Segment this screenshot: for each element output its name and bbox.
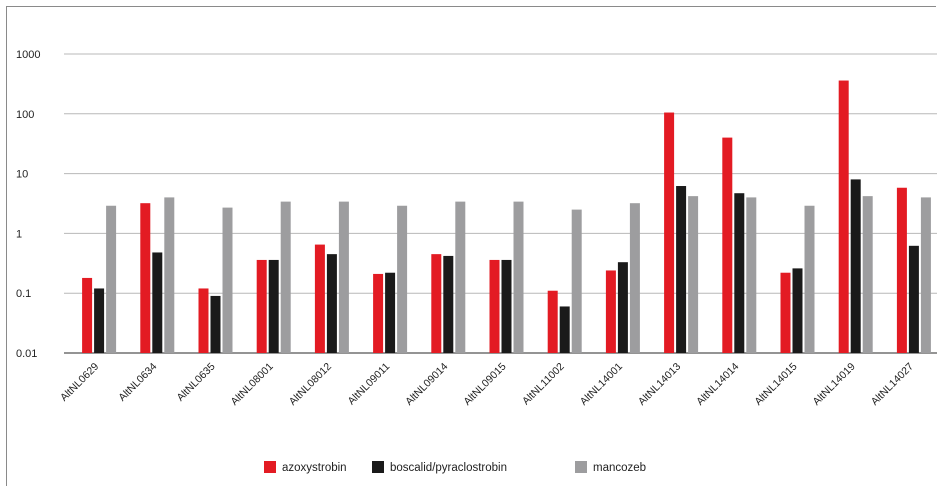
bar — [804, 205, 815, 353]
bar — [617, 262, 628, 353]
bar — [455, 201, 466, 353]
bar — [513, 201, 524, 353]
legend-label: boscalid/pyraclostrobin — [390, 462, 507, 474]
gridlines — [64, 53, 937, 354]
x-tick-label: AltNL08001 — [229, 361, 276, 408]
x-tick-label: AltNL09014 — [403, 361, 450, 408]
x-tick-label: AltNL14027 — [869, 361, 916, 408]
x-tick-label: AltNL0635 — [174, 361, 217, 404]
bar — [896, 187, 907, 353]
x-tick-label: AltNL14019 — [811, 361, 858, 408]
bar — [605, 270, 616, 353]
bar — [94, 288, 105, 353]
bar — [688, 196, 699, 353]
bar — [326, 254, 337, 353]
x-tick-label: AltNL09011 — [345, 361, 392, 408]
legend-swatch — [372, 461, 384, 473]
bar — [547, 290, 558, 353]
bar — [850, 179, 861, 353]
x-tick-label: AltNL09015 — [461, 361, 508, 408]
chart-frame — [6, 6, 936, 486]
y-tick-label: 0.1 — [16, 288, 31, 300]
y-axis-ticks: 0.01 0.1 1 10 100 1000 — [16, 49, 40, 360]
bar — [198, 288, 209, 353]
bar — [908, 245, 919, 353]
bar — [920, 197, 931, 353]
x-tick-label: AltNL11002 — [520, 361, 567, 408]
legend-label: mancozeb — [593, 462, 646, 474]
x-axis-ticks: AltNL0629 AltNL0634 AltNL0635 AltNL08001 Alt… — [58, 361, 916, 408]
bar — [676, 186, 687, 353]
x-tick-label: AltNL14014 — [694, 361, 741, 408]
bar — [501, 259, 512, 353]
bar — [792, 268, 803, 353]
bar — [734, 193, 745, 353]
bar — [629, 203, 640, 353]
bar — [489, 259, 500, 353]
bar — [664, 112, 675, 353]
bar — [373, 273, 384, 353]
bar — [443, 255, 454, 353]
legend-swatch — [264, 461, 276, 473]
bars — [82, 80, 931, 353]
bar — [722, 137, 733, 353]
y-tick-label: 1000 — [16, 49, 40, 61]
x-tick-label: AltNL14013 — [636, 361, 683, 408]
bar — [106, 205, 117, 353]
bar — [780, 272, 791, 353]
bar — [210, 295, 221, 353]
x-tick-label: AltNL14015 — [752, 361, 799, 408]
bar — [82, 277, 93, 353]
x-tick-label: AltNL0629 — [58, 361, 101, 404]
y-tick-label: 10 — [16, 169, 28, 181]
bar — [256, 259, 267, 353]
x-tick-label: AltNL0634 — [116, 361, 159, 404]
x-tick-label: AltNL08012 — [287, 361, 334, 408]
bar — [431, 254, 442, 353]
legend-label: azoxystrobin — [282, 462, 347, 474]
bar — [385, 272, 396, 353]
bar — [140, 203, 151, 353]
y-tick-label: 1 — [16, 228, 22, 240]
bar — [164, 197, 175, 353]
bar — [314, 244, 325, 353]
bar — [746, 197, 757, 353]
bar — [397, 205, 408, 353]
bar — [280, 201, 291, 353]
x-tick-label: AltNL14001 — [578, 361, 625, 408]
bar — [838, 80, 849, 353]
bar — [559, 306, 570, 353]
bar — [152, 252, 163, 353]
bar — [268, 259, 279, 353]
legend: azoxystrobin boscalid/pyraclostrobin manco… — [264, 461, 646, 474]
bar — [862, 196, 873, 353]
bar — [338, 201, 349, 353]
bar — [571, 209, 582, 353]
legend-swatch — [575, 461, 587, 473]
bar — [222, 207, 233, 353]
y-tick-label: 0.01 — [16, 348, 37, 360]
y-tick-label: 100 — [16, 109, 34, 121]
